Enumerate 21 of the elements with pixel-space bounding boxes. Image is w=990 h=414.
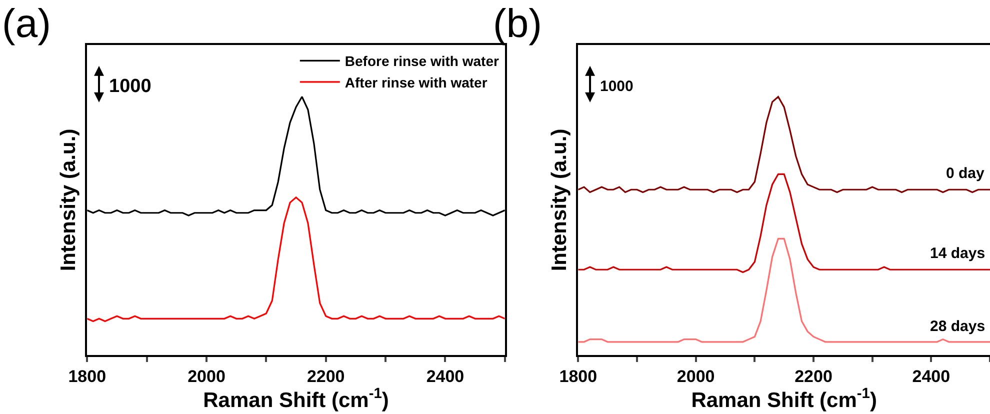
x-tick-label: 2400 [912,367,950,386]
legend-label: Before rinse with water [344,53,500,70]
series-label: 0 day [946,165,986,182]
x-tick-label: 1800 [68,367,106,386]
chart-title: (a) [2,2,51,46]
x-tick-label: 2200 [306,367,345,386]
x-axis-title: Raman Shift (cm$^{-1}$) [691,386,877,412]
y-axis-title: Intensity (a.u.) [56,128,80,272]
x-tick-label: 2000 [188,367,226,386]
y-axis-title: Intensity (a.u.) [548,128,571,272]
series-label: 14 days [930,245,986,262]
text: 1000 [600,78,634,95]
annotation: 1000 [109,76,152,97]
x-tick-label: 2000 [676,367,715,386]
x-axis-title: Raman Shift (cm$^{-1}$) [203,386,389,412]
chart-title: (b) [493,2,542,46]
x-tick-label: 2400 [426,367,464,386]
series-label: 28 days [930,318,986,335]
x-tick-label: 2200 [794,367,832,386]
legend-label: After rinse with water [344,74,488,90]
x-tick-label: 1800 [559,367,598,386]
